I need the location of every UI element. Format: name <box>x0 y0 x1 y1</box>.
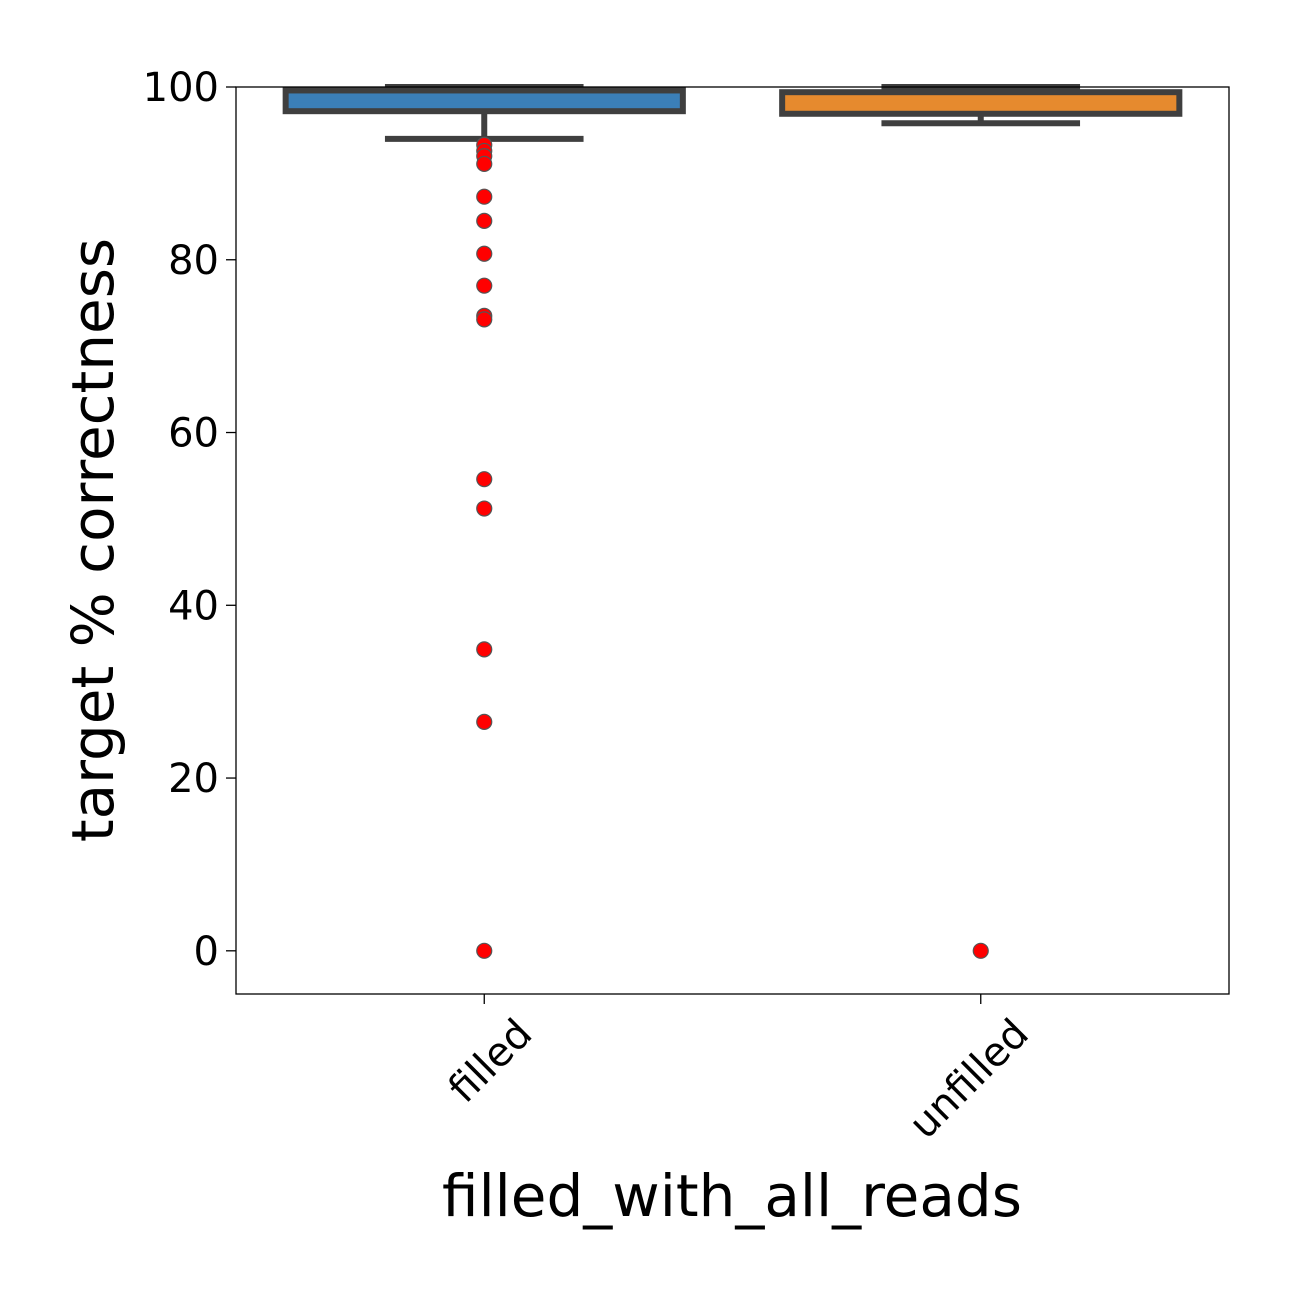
y-tick-label: 80 <box>168 238 219 284</box>
outlier-point <box>476 277 493 294</box>
y-tick-label: 100 <box>143 65 219 111</box>
plot-frame <box>235 86 1230 995</box>
outlier-point <box>476 641 493 658</box>
outlier-point <box>476 155 493 172</box>
y-axis-label: target % correctness <box>59 238 127 842</box>
outlier-point <box>476 245 493 262</box>
outlier-point <box>476 713 493 731</box>
outlier-point <box>476 942 493 959</box>
box-group-filled <box>282 84 686 959</box>
y-tick-label: 40 <box>168 583 219 629</box>
outlier-point <box>972 942 989 959</box>
y-tick-label: 60 <box>168 411 219 457</box>
outlier-point <box>476 311 493 328</box>
outlier-point <box>476 212 493 229</box>
outlier-point <box>476 500 493 517</box>
y-axis: 0 20 40 60 80 100 <box>143 65 236 975</box>
x-axis-label: filled_with_all_reads <box>442 1162 1022 1230</box>
y-tick-label: 20 <box>168 756 219 802</box>
box-body <box>779 89 1183 117</box>
plot-area <box>282 84 1183 959</box>
outlier-point <box>476 471 493 488</box>
outlier-point <box>476 188 493 205</box>
y-tick-label: 0 <box>194 929 219 975</box>
